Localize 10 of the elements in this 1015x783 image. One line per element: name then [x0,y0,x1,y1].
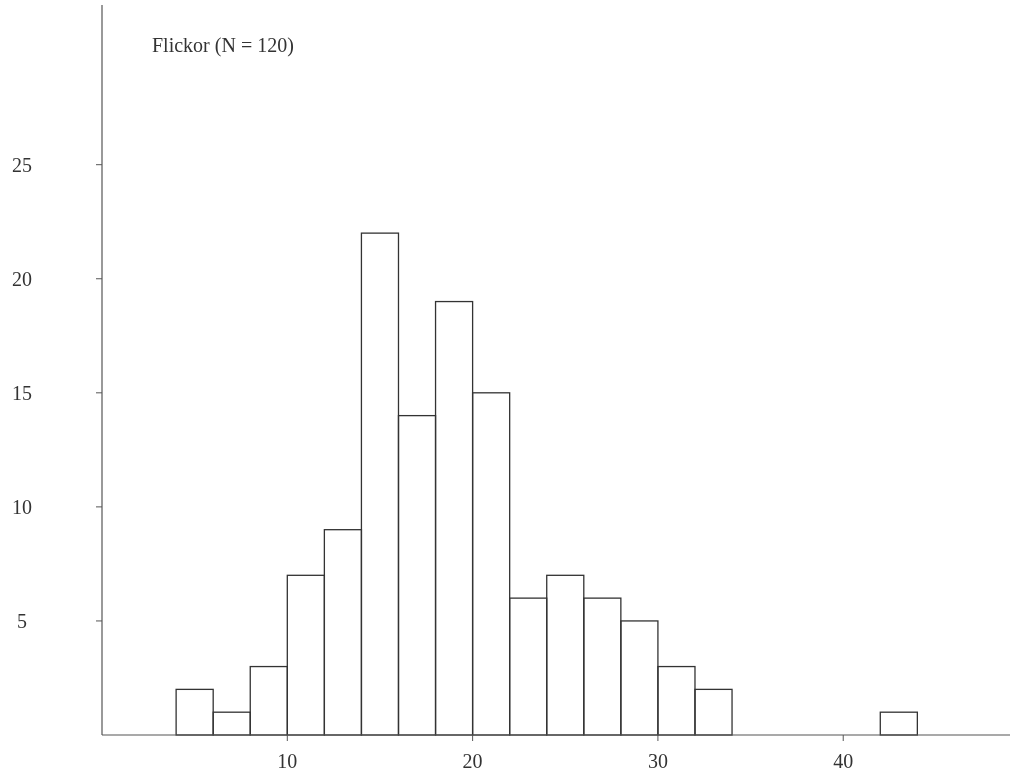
y-tick-label: 25 [12,153,32,176]
x-tick-label: 10 [277,750,298,772]
y-tick-label: 20 [12,267,32,290]
x-tick-label: 30 [647,750,668,772]
y-tick-label: 5 [17,609,27,632]
text: Flickor (N = 120) [152,34,294,57]
y-tick-label: 15 [12,381,32,404]
y-tick-label: 10 [12,495,32,518]
x-tick-label: 20 [462,750,483,772]
x-tick-label: 40 [833,750,854,772]
